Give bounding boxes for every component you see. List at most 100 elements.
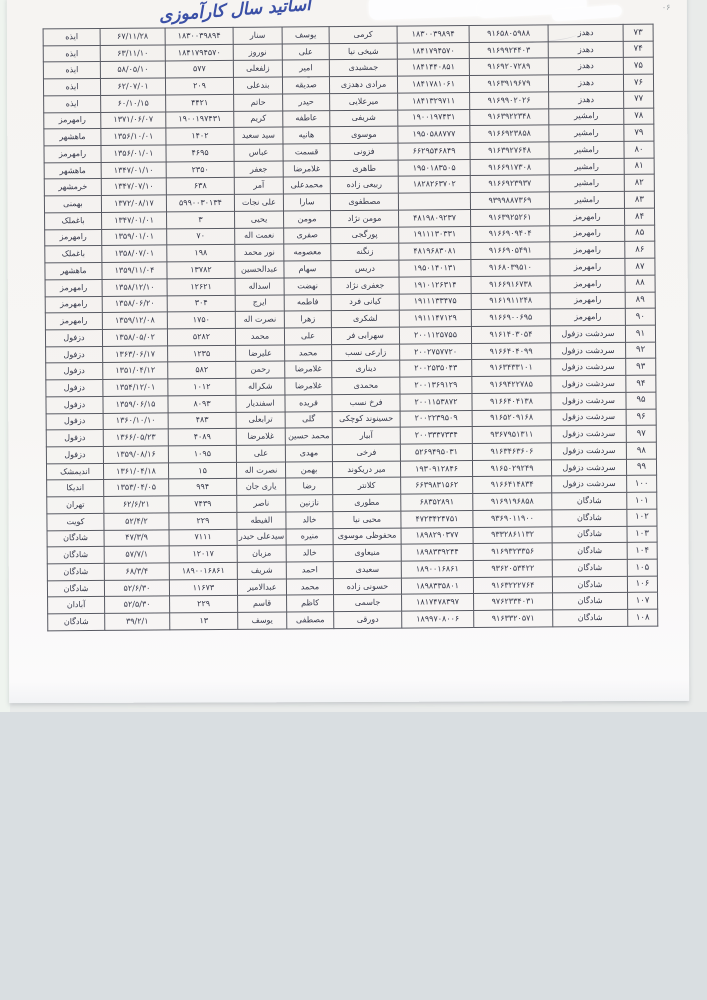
- table-cell: باغملک: [44, 245, 102, 263]
- table-cell: رامشیر: [548, 107, 624, 126]
- table-cell: ۱۰۳: [626, 525, 658, 543]
- table-cell: ۱۸۱۷۴۷۸۳۹۷: [401, 593, 474, 612]
- table-cell: ۱۹۱۱۱۳۳۴۷۵: [399, 293, 472, 311]
- table-cell: ۱۰۵: [627, 559, 658, 577]
- table-cell: ۹۱۶۱۹۱۱۲۴۸: [471, 292, 551, 310]
- table-cell: ۱۹۰۰۱۹۷۴۳۱: [165, 110, 234, 129]
- table-cell: منیعاوی: [333, 544, 402, 562]
- table-cell: ۱۳۷۸۲: [166, 261, 236, 279]
- table-cell: ۶۳۸: [166, 177, 235, 196]
- table-cell: رامهرمز: [43, 112, 101, 130]
- table-cell: ۱۸۴۱۷۹۴۵۷۰: [165, 44, 234, 62]
- table-cell: ۱۹۳۰۹۱۲۸۴۶: [400, 460, 473, 478]
- table-cell: سردشت دزفول: [551, 475, 627, 494]
- table-cell: منیره: [286, 528, 334, 546]
- table-cell: ۱۹۱۱۱۳۰۳۳۱: [398, 226, 471, 244]
- table-cell: ۱۸۹۸۳۳۵۸۰۱: [401, 577, 474, 595]
- table-cell: ۱۳۴۷/۰۱/۱۰: [101, 161, 167, 179]
- table-cell: سردشت دزفول: [551, 425, 627, 443]
- table-cell: دزفول: [45, 346, 103, 364]
- table-cell: ۴۴۲۱: [165, 94, 234, 112]
- table-cell: آبادان: [47, 596, 105, 615]
- table-cell: ۲۲۹: [169, 595, 238, 614]
- table-cell: صدیقه: [282, 76, 330, 94]
- scanned-paper: اساتید سال کارآموزی ۰۶ ۷۳ دهدز ۹۱۶۵۸۰۵۹۸۸ ۱…: [6, 0, 690, 704]
- table-cell: ۹۶: [626, 408, 657, 426]
- table-cell: ۹۱۶۶۹۲۳۹۳۷: [470, 175, 550, 193]
- table-cell: ۱۳: [169, 612, 238, 630]
- table-cell: سیدعلی حیدر: [237, 528, 287, 546]
- table-cell: میرعلایی: [329, 92, 398, 111]
- table-cell: مومن: [283, 210, 331, 228]
- table-cell: غلامرضا: [284, 377, 332, 395]
- table-cell: ناصر: [236, 495, 286, 513]
- table-cell: ۱۸۳۰۰۳۹۸۹۴: [397, 25, 470, 43]
- table-cell: ۱۳۵۶/۰۱/۰۱: [100, 144, 167, 163]
- table-cell: ایرج: [235, 294, 285, 312]
- table-cell: ۴۸۳: [168, 411, 237, 430]
- table-cell: علی نجات: [234, 194, 284, 212]
- table-cell: ۹۱۶۶۹۰۹۴۰۴: [470, 225, 550, 243]
- table-cell: گلی: [285, 411, 333, 429]
- table-cell: دهدز: [548, 24, 624, 42]
- table-cell: فریده: [284, 394, 333, 412]
- table-cell: نوروز: [233, 43, 283, 61]
- table-cell: ۹۰: [625, 308, 656, 326]
- table-cell: مزبان: [237, 545, 287, 563]
- table-cell: ۱۴۰۲: [165, 127, 234, 145]
- table-cell: ۱۳۴۷/۰۱/۰۱: [101, 211, 167, 230]
- table-cell: ۹۹۴: [168, 478, 237, 497]
- table-cell: ۹۱۶۶۹۱۷۳۰۸: [470, 158, 550, 177]
- table-cell: شادگان: [552, 576, 628, 594]
- table-cell: ۱۸۹۸۳۳۹۲۴۴: [401, 543, 474, 562]
- table-cell: محمد: [286, 578, 334, 596]
- table-cell: ۸۳: [624, 191, 655, 209]
- table-cell: طاهری: [330, 159, 399, 178]
- table-cell: ۱۳۶۳/۰۶/۱۷: [102, 345, 168, 363]
- table-cell: شادگان: [47, 546, 105, 564]
- table-cell: ۱۵: [168, 462, 237, 480]
- table-cell: ۹۱۶۶۴۰۴۱۳۸: [471, 392, 552, 411]
- table-cell: غلامرضا: [284, 361, 332, 379]
- table-cell: نازنین: [285, 494, 333, 512]
- table-cell: ۱۹۱۱۱۴۷۱۲۹: [399, 309, 472, 328]
- table-cell: سردشت دزفول: [551, 442, 627, 460]
- table-cell: ۱۳۵۹/۰۸/۱۶: [103, 445, 169, 464]
- table-cell: کیانی فرد: [331, 293, 400, 311]
- table-cell: ۱۸۹۰۰۱۶۸۶۱: [401, 560, 474, 578]
- table-cell: ۹۱۶۶۴۱۴۸۳۴: [472, 476, 552, 494]
- table-cell: بهمنی: [44, 195, 102, 213]
- table-cell: دزفول: [45, 379, 103, 397]
- table-cell: کاظم: [286, 595, 334, 613]
- table-cell: یاری جان: [236, 478, 286, 496]
- table-cell: دزفول: [45, 329, 103, 347]
- table-cell: ۱۰۰: [626, 475, 657, 493]
- table-cell: صفری: [283, 227, 331, 245]
- table-cell: ایذه: [43, 61, 101, 80]
- table-cell: دورقی: [333, 611, 402, 629]
- table-cell: ۱۳۵۸/۰۶/۲۰: [102, 295, 168, 313]
- table-cell: ۶۲/۰۷/۰۱: [100, 78, 166, 96]
- table-cell: ۳۰۴: [167, 294, 236, 313]
- table-cell: یوسف: [237, 612, 287, 630]
- table-cell: سردشت دزفول: [550, 341, 626, 360]
- table-cell: رامشیر: [549, 174, 625, 193]
- table-cell: ۶۳/۱۱/۱۰: [100, 44, 166, 62]
- table-cell: ۹۱۶۹۴۲۲۷۸۵: [471, 376, 551, 394]
- table-cell: ۱۸۹۹۷۰۸۰۰۶: [401, 610, 474, 629]
- table-cell: ۱۳۵۱/۰۴/۱۲: [102, 362, 168, 380]
- table-cell: رامهرمز: [45, 312, 103, 330]
- table-cell: یحیی: [234, 210, 284, 229]
- table-cell: ۸۰۹۳: [167, 395, 237, 413]
- table-cell: ۸۶: [624, 241, 655, 259]
- table-cell: شادگان: [47, 580, 105, 598]
- table-cell: ۴۷۲۳۴۲۴۷۵۱: [400, 510, 473, 528]
- table-cell: زلفعلی: [233, 60, 283, 78]
- table-cell: ۹۵: [625, 391, 657, 409]
- table-cell: ۱۸۳۰۰۳۹۸۹۴: [165, 27, 234, 45]
- table-cell: ۸۹: [625, 291, 656, 309]
- table-cell: ۱۳۵۸/۱۲/۱۰: [102, 278, 168, 296]
- table-cell: ۱۸۴۱۴۴۰۸۵۱: [397, 58, 470, 77]
- table-cell: سعیدی: [333, 561, 402, 579]
- table-cell: مصطفی: [286, 611, 334, 630]
